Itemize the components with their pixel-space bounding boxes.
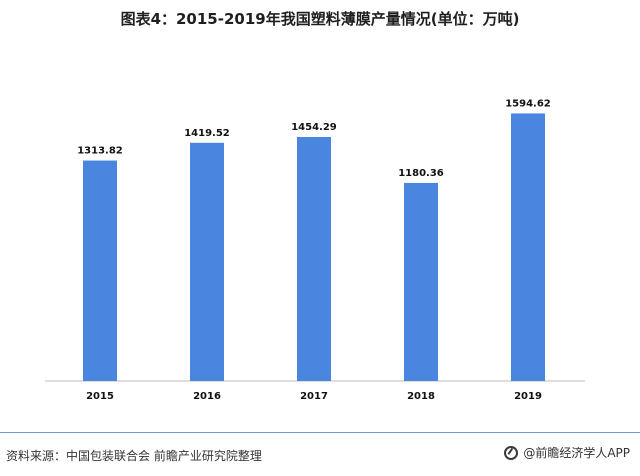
data-label-2016: 1419.52 <box>184 128 230 139</box>
data-label-2017: 1454.29 <box>291 122 337 133</box>
x-tick-2019: 2019 <box>514 391 542 402</box>
qianzhan-logo-icon <box>504 445 519 460</box>
x-tick-2018: 2018 <box>407 391 435 402</box>
x-tick-2017: 2017 <box>300 391 328 402</box>
brand-label: @前瞻经济学人APP <box>523 446 630 460</box>
bar-2016 <box>190 142 224 381</box>
brand-credit: @前瞻经济学人APP <box>504 444 630 461</box>
chart-title: 图表4：2015-2019年我国塑料薄膜产量情况(单位：万吨) <box>120 10 520 28</box>
source-note: 资料来源：中国包装联合会 前瞻产业研究院整理 <box>6 449 262 463</box>
bar-chart: 1313.82 1419.52 1454.29 1180.36 1594.62 2015… <box>45 98 585 402</box>
bar-2015 <box>83 160 117 381</box>
data-label-2015: 1313.82 <box>77 146 123 157</box>
x-axis-ticks: 2015 2016 2017 2018 2019 <box>86 391 542 402</box>
bar-2018 <box>404 182 438 381</box>
x-tick-2015: 2015 <box>86 391 114 402</box>
footer-divider <box>0 432 640 433</box>
data-label-2018: 1180.36 <box>398 168 444 179</box>
data-labels: 1313.82 1419.52 1454.29 1180.36 1594.62 <box>77 98 551 179</box>
bar-series <box>83 113 545 382</box>
data-label-2019: 1594.62 <box>505 98 551 109</box>
bar-2017 <box>297 136 331 381</box>
bar-2019 <box>511 113 545 382</box>
x-tick-2016: 2016 <box>193 391 221 402</box>
